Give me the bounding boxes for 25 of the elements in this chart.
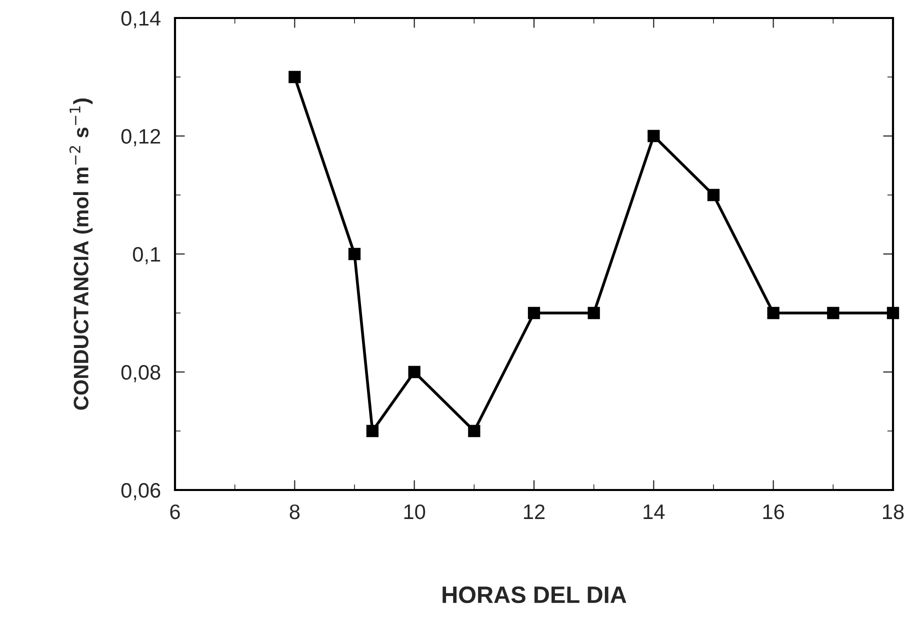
point	[707, 188, 720, 202]
point	[827, 306, 840, 320]
x-tick-label: 12	[524, 504, 545, 519]
y-tick-label: 0,06	[121, 483, 160, 500]
x-tick-label: 8	[290, 504, 300, 520]
x-tick-label: 14	[644, 504, 665, 519]
point	[648, 130, 660, 142]
y-tick-label: 0,14	[121, 11, 161, 28]
point	[468, 424, 480, 438]
x-tick-label: 18	[883, 504, 904, 520]
x-tick-label: 10	[404, 504, 426, 520]
point	[348, 248, 361, 260]
point	[588, 306, 600, 320]
y-tick-label: 0,08	[121, 365, 160, 382]
y-tick-label: 0,1	[132, 247, 160, 264]
point	[366, 424, 379, 438]
y-tick-label: 0,12	[121, 129, 160, 146]
point	[528, 306, 540, 320]
y-axis-title: CONDUCTANCIA (mol m$^{−2}$ s$^{−1}$)	[69, 98, 93, 410]
point	[767, 306, 780, 320]
point	[288, 70, 301, 84]
x-axis-title: HORAS DEL DIA	[442, 586, 626, 604]
x-tick-label: 6	[170, 504, 180, 520]
x-tick-label: 16	[763, 504, 784, 520]
point	[408, 366, 420, 378]
